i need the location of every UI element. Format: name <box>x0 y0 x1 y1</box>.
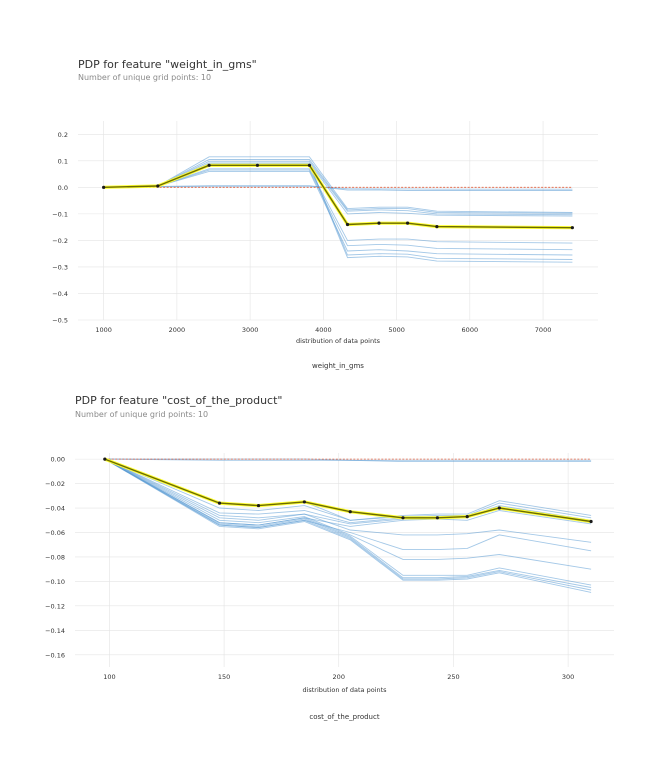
chart2-feature-label: cost_of_the_product <box>309 713 379 721</box>
chart2-x-tick-label: 200 <box>333 673 345 681</box>
chart2-ice-line <box>104 458 592 586</box>
chart1-title: PDP for feature "weight_in_gms" <box>78 58 257 71</box>
chart1-pdp-line <box>103 164 573 229</box>
chart2-pdp-point <box>401 516 405 520</box>
chart1-pdp-point <box>435 225 439 229</box>
chart1-subtitle: Number of unique grid points: 10 <box>78 73 212 82</box>
chart2-x-tick-label: 100 <box>103 673 115 681</box>
chart1-y-tick-label: −0.1 <box>52 210 68 218</box>
chart1-pdp-point <box>345 222 350 227</box>
chart2-pdp-point <box>256 503 261 508</box>
chart2-ice-line <box>104 458 592 591</box>
chart1-y-tick-label: −0.2 <box>52 237 68 245</box>
chart1-y-tick-label: −0.5 <box>52 317 68 325</box>
chart2-ice-line <box>104 458 592 525</box>
chart2-plot-area: 0.00 −0.02 −0.04 −0.06 −0.08 −0.10 −0.12 −0.14 −… <box>45 453 614 721</box>
chart1-pdp-point <box>156 184 160 188</box>
chart2-pdp-point <box>589 519 593 524</box>
chart1-y-tick-label: −0.4 <box>52 290 68 298</box>
chart2-pdp-line <box>104 458 592 523</box>
chart2-subtitle: Number of unique grid points: 10 <box>75 410 209 419</box>
chart2-y-tick-label: −0.10 <box>45 578 65 586</box>
chart2-ice-line <box>104 458 592 552</box>
chart2-ice-line <box>104 458 592 588</box>
chart1-pdp-point <box>405 221 410 225</box>
chart1-x-tick-label: 5000 <box>388 326 405 334</box>
chart2-y-tick-label: −0.02 <box>45 480 65 488</box>
chart1-x-tick-label: 2000 <box>169 326 186 334</box>
chart2-x-tick-label: 250 <box>447 673 459 681</box>
chart2-pdp-point <box>435 516 439 520</box>
chart2-ice-line <box>104 458 592 521</box>
chart1-pdp-line-highlight <box>103 163 573 230</box>
chart1-ice-line <box>103 160 573 216</box>
chart1-x-tick-label: 7000 <box>535 326 552 334</box>
chart1-y-tick-label: 0.0 <box>58 184 68 192</box>
chart1-ice-line <box>103 169 573 251</box>
chart1-ice-line <box>103 156 573 213</box>
chart2-ice-line <box>104 458 592 543</box>
chart2-ice-line <box>104 458 592 527</box>
chart2-pdp-point <box>103 457 107 461</box>
chart1-pdp-point <box>377 221 381 225</box>
chart1-pdp-point <box>570 226 574 230</box>
chart1-y-tick-label: −0.3 <box>52 263 68 271</box>
chart2-y-tick-label: −0.14 <box>45 627 65 635</box>
chart1-y-tick-label: 0.2 <box>58 131 68 139</box>
chart2-y-tick-label: −0.08 <box>45 553 65 561</box>
chart2-pdp-point <box>302 500 306 504</box>
chart1-pdp-point <box>307 163 312 167</box>
chart1-ice-line <box>103 168 573 244</box>
chart2-y-tick-label: −0.16 <box>45 651 65 659</box>
chart2-pdp-point <box>217 501 222 505</box>
chart1-x-tick-label: 3000 <box>242 326 259 334</box>
chart1-y-tick-label: 0.1 <box>58 157 68 165</box>
chart2-x-tick-label: 150 <box>218 673 230 681</box>
chart2-ice-line <box>104 458 592 570</box>
chart1-plot-area: 0.2 0.1 0.0 −0.1 −0.2 −0.3 −0.4 −0.5 1000 2000 300… <box>52 121 598 370</box>
chart2-ice-line <box>104 458 592 463</box>
chart2-x-tick-label: 300 <box>562 673 574 681</box>
chart2-title: PDP for feature "cost_of_the_product" <box>75 394 283 407</box>
chart2-pdp-point <box>348 510 352 514</box>
chart1-x-tick-label: 1000 <box>95 326 112 334</box>
chart2-y-tick-label: −0.12 <box>45 602 65 610</box>
chart1-pdp-point <box>255 163 260 167</box>
chart2-ice-line <box>104 458 592 593</box>
chart1-feature-label: weight_in_gms <box>312 362 364 370</box>
chart1-x-tick-label: 4000 <box>315 326 332 334</box>
chart2-y-tick-label: −0.04 <box>45 505 65 513</box>
chart2-x-axis-label: distribution of data points <box>302 686 387 694</box>
chart2-y-tick-label: −0.06 <box>45 529 65 537</box>
chart1-x-axis-label: distribution of data points <box>296 337 381 345</box>
chart2-pdp-point <box>497 506 501 510</box>
chart1-x-tick-label: 6000 <box>462 326 479 334</box>
chart2-pdp-point <box>465 514 469 519</box>
chart1-pdp-point <box>102 185 106 189</box>
chart1-pdp-point <box>207 163 211 167</box>
chart2-y-tick-label: 0.00 <box>51 456 65 464</box>
chart1-ice-line <box>103 159 573 214</box>
